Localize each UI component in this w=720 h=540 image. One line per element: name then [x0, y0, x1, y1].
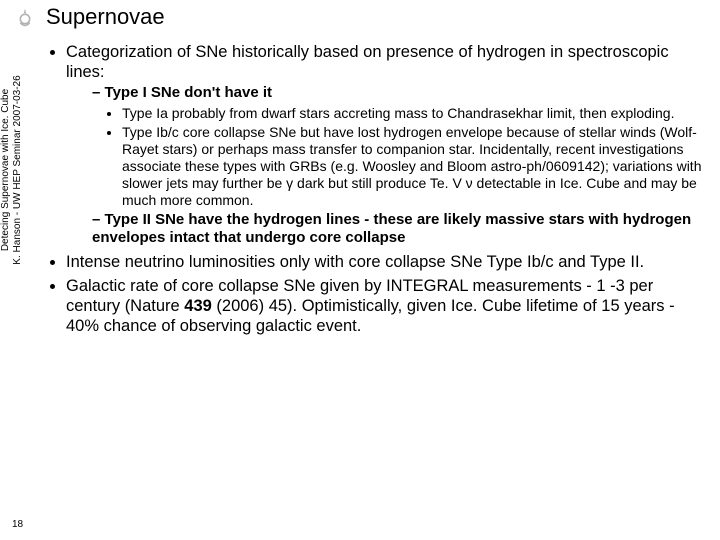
bullet-1-sub-2-text: Type II SNe have the hydrogen lines - th… — [92, 211, 691, 246]
bullet-1-sub-1-text: Type I SNe don't have it — [105, 84, 272, 101]
bullet-1-text: Categorization of SNe historically based… — [66, 43, 669, 81]
bullet-1-sub-2: Type II SNe have the hydrogen lines - th… — [92, 211, 706, 248]
bullet-1-sub-1-a: Type Ia probably from dwarf stars accret… — [122, 105, 706, 122]
sidebar-line-1: Detecing Supernovae with Ice. Cube — [0, 40, 12, 300]
bullet-1-sub-1: Type I SNe don't have it Type Ia probabl… — [92, 84, 706, 209]
slide-body: Categorization of SNe historically based… — [44, 42, 706, 340]
bullet-2: Intense neutrino luminosities only with … — [66, 252, 706, 272]
page-number: 18 — [12, 519, 23, 530]
bullet-1-sub-1-b: Type Ib/c core collapse SNe but have los… — [122, 124, 706, 209]
slide: Supernovae Detecing Supernovae with Ice.… — [0, 0, 720, 540]
sidebar-line-2: K. Hanson - UW HEP Seminar 2007-03-26 — [12, 40, 24, 300]
bullet-3: Galactic rate of core collapse SNe given… — [66, 276, 706, 336]
slide-title: Supernovae — [46, 4, 165, 30]
sidebar-caption: Detecing Supernovae with Ice. Cube K. Ha… — [0, 40, 23, 300]
bullet-1: Categorization of SNe historically based… — [66, 42, 706, 248]
logo-icon — [12, 6, 38, 32]
bullet-3-bold: 439 — [184, 297, 212, 315]
